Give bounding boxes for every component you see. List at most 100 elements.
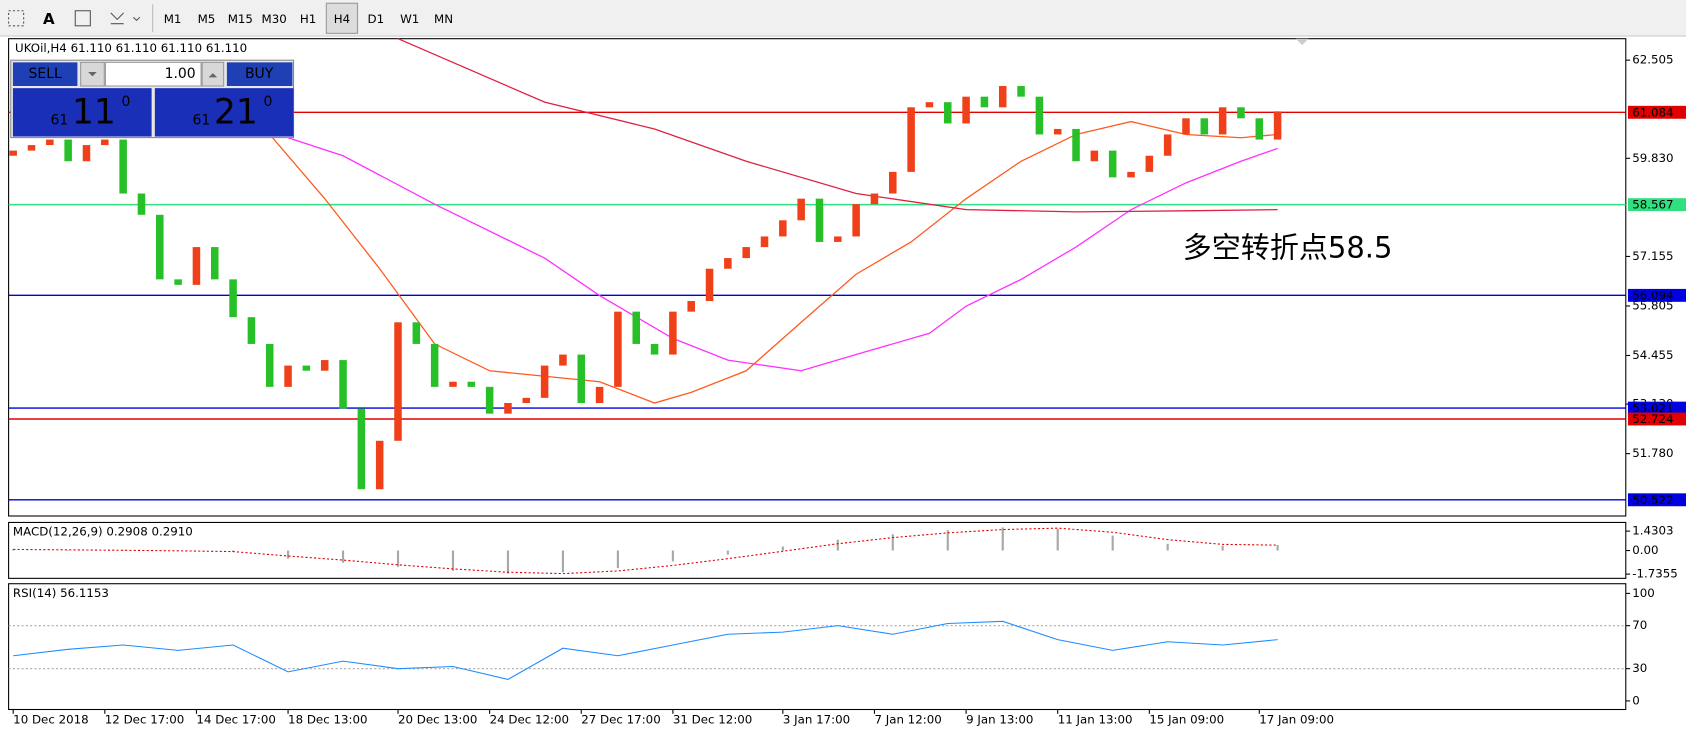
- candle: [1145, 155, 1154, 172]
- y-tick-label: -1.7355: [1632, 567, 1678, 581]
- candle: [797, 198, 805, 221]
- y-tick-label: 0: [1632, 693, 1640, 707]
- annotation: 多空转折点58.5: [1183, 230, 1393, 264]
- price-level-label: 50.522: [1632, 493, 1673, 507]
- candle: [229, 279, 237, 318]
- candle: [320, 360, 329, 371]
- candle: [9, 150, 17, 156]
- candle: [1237, 107, 1245, 119]
- rsi-panel: [8, 583, 1627, 711]
- y-tick-label: 54.455: [1632, 348, 1673, 362]
- timeframe-button[interactable]: M15: [228, 12, 253, 26]
- active-timeframe: [325, 2, 359, 34]
- timeframe-button[interactable]: M1: [164, 12, 182, 26]
- candle: [1127, 171, 1135, 178]
- y-tick-label: 30: [1632, 661, 1647, 675]
- candle: [504, 403, 512, 414]
- y-tick-label: 62.505: [1632, 53, 1673, 67]
- x-tick-label: 14 Dec 17:00: [196, 713, 275, 727]
- candle: [522, 397, 531, 404]
- candle: [1072, 128, 1080, 162]
- candle: [540, 365, 549, 398]
- candle: [1090, 150, 1099, 162]
- timeframe-button[interactable]: M5: [198, 12, 216, 26]
- buy-button[interactable]: [226, 62, 293, 86]
- candle: [962, 96, 970, 124]
- x-tick-label: 31 Dec 12:00: [673, 713, 752, 727]
- timeframe-button[interactable]: M30: [262, 12, 287, 26]
- candle: [614, 311, 622, 387]
- candle: [284, 365, 292, 387]
- candle: [430, 343, 439, 387]
- bid-pips: 11: [72, 92, 116, 132]
- toolbar: [0, 0, 1686, 37]
- candle: [925, 102, 934, 108]
- timeframe-button[interactable]: D1: [367, 12, 384, 26]
- candle: [27, 145, 36, 151]
- x-tick-label: 24 Dec 12:00: [490, 713, 569, 727]
- candle: [485, 386, 494, 414]
- candle: [760, 236, 769, 248]
- candle: [669, 311, 677, 355]
- candle: [339, 360, 347, 409]
- candle: [1053, 128, 1062, 135]
- candle: [247, 317, 256, 344]
- candle: [156, 214, 164, 280]
- candle: [64, 139, 72, 162]
- candle: [1255, 118, 1264, 140]
- price-level-label: 61.084: [1632, 105, 1673, 119]
- candle: [1200, 118, 1209, 135]
- buy-label: BUY: [245, 66, 274, 82]
- timeframe-button[interactable]: W1: [400, 12, 419, 26]
- candle: [137, 193, 146, 215]
- timeframe-button[interactable]: H1: [300, 12, 316, 26]
- candle: [724, 258, 732, 269]
- y-tick-label: 0.00: [1632, 543, 1658, 557]
- indicator-title: UKOil,H4 61.110 61.110 61.110 61.110: [15, 41, 247, 55]
- ask-box[interactable]: [154, 88, 294, 137]
- candle: [82, 145, 91, 162]
- price-level-label: 52.724: [1632, 412, 1673, 426]
- timeframe-button[interactable]: MN: [434, 12, 453, 26]
- sell-button[interactable]: [12, 62, 78, 86]
- timeframe-button[interactable]: H4: [334, 12, 350, 26]
- ask-big-figure: 61: [192, 112, 210, 128]
- candle: [595, 386, 604, 404]
- candle: [943, 102, 952, 124]
- sell-label: SELL: [29, 66, 62, 82]
- price-level-tag: [1627, 198, 1686, 212]
- candle: [1163, 134, 1172, 156]
- y-tick-label: 1.4303: [1632, 524, 1673, 538]
- candle: [577, 354, 586, 404]
- price-level-label: 58.567: [1632, 198, 1673, 212]
- toolbar-icons[interactable]: A: [8, 10, 141, 28]
- candle: [357, 408, 366, 490]
- x-tick-label: 7 Jan 12:00: [874, 713, 941, 727]
- indicator-title: MACD(12,26,9) 0.2908 0.2910: [13, 525, 193, 539]
- bid-box[interactable]: [12, 88, 152, 137]
- candle: [449, 381, 457, 387]
- volume-field[interactable]: [104, 61, 202, 87]
- x-tick-label: 9 Jan 13:00: [966, 713, 1033, 727]
- price-level-label: 53.021: [1632, 401, 1673, 415]
- candle: [650, 343, 659, 355]
- candle: [210, 247, 219, 280]
- shift-marker: [1295, 38, 1309, 46]
- candle: [101, 139, 109, 146]
- candle: [1035, 96, 1044, 135]
- rsi-line: [13, 620, 1278, 680]
- price-level-label: 56.094: [1632, 288, 1673, 302]
- x-tick-label: 3 Jan 17:00: [783, 713, 850, 727]
- candle: [1273, 111, 1282, 140]
- y-tick-label: 57.155: [1632, 249, 1673, 263]
- candle: [394, 322, 402, 441]
- candle: [265, 343, 274, 387]
- candle: [998, 86, 1007, 108]
- candle: [687, 301, 695, 312]
- candle: [119, 139, 127, 194]
- candle: [834, 236, 842, 242]
- candle: [1218, 107, 1227, 135]
- macd-panel: [8, 521, 1627, 579]
- y-tick-label: 55.805: [1632, 298, 1673, 312]
